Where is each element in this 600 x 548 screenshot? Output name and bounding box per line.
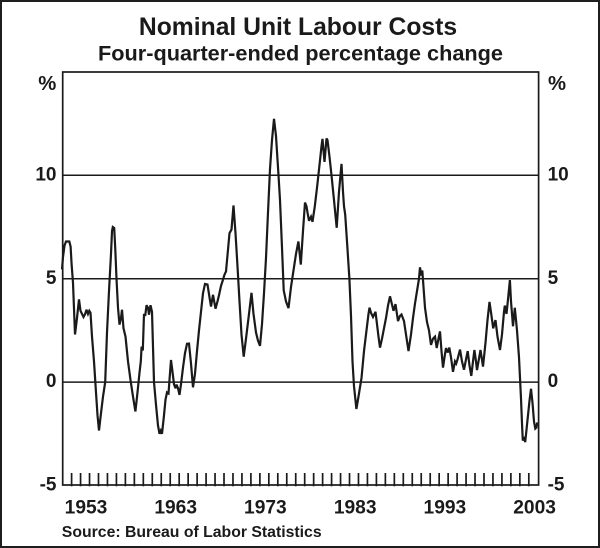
svg-text:2003: 2003 bbox=[513, 498, 556, 519]
svg-text:Source: Bureau of Labor Statis: Source: Bureau of Labor Statistics bbox=[62, 524, 322, 541]
svg-text:-5: -5 bbox=[40, 475, 57, 496]
svg-text:0: 0 bbox=[548, 371, 559, 392]
svg-text:1953: 1953 bbox=[65, 498, 108, 519]
svg-text:5: 5 bbox=[548, 268, 559, 289]
svg-text:1973: 1973 bbox=[244, 498, 287, 519]
svg-text:0: 0 bbox=[46, 371, 57, 392]
svg-text:1993: 1993 bbox=[424, 498, 467, 519]
svg-text:Nominal Unit Labour Costs: Nominal Unit Labour Costs bbox=[139, 14, 457, 41]
svg-text:%: % bbox=[38, 73, 56, 95]
svg-text:10: 10 bbox=[35, 164, 56, 185]
svg-text:%: % bbox=[548, 73, 566, 95]
svg-text:Four-quarter-ended percentage: Four-quarter-ended percentage change bbox=[98, 40, 503, 65]
svg-text:10: 10 bbox=[548, 164, 569, 185]
svg-text:5: 5 bbox=[46, 268, 57, 289]
svg-text:1963: 1963 bbox=[154, 498, 197, 519]
svg-text:1983: 1983 bbox=[334, 498, 377, 519]
svg-text:-5: -5 bbox=[548, 475, 565, 496]
